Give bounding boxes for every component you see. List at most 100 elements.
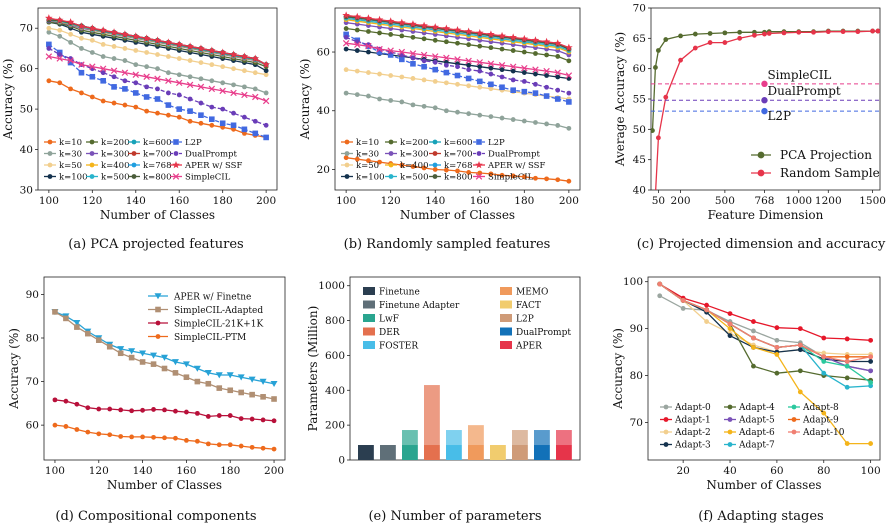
legend-label: LwF	[379, 315, 399, 325]
data-point	[176, 72, 182, 78]
y-tick-label: 70	[20, 23, 33, 35]
bar-top	[468, 425, 484, 446]
data-point	[52, 309, 58, 315]
legend-marker	[89, 139, 95, 145]
data-point	[477, 64, 483, 70]
data-point	[566, 125, 572, 131]
data-point	[532, 66, 539, 73]
data-point	[377, 159, 382, 165]
data-point	[216, 442, 222, 448]
data-point	[182, 361, 190, 368]
series-k-50	[46, 25, 269, 78]
data-point	[488, 45, 494, 51]
legend-marker	[388, 139, 394, 145]
data-point	[465, 75, 472, 82]
data-point	[388, 32, 394, 37]
data-point	[96, 431, 102, 437]
legend-item: DualPrompt	[500, 327, 571, 338]
data-point	[198, 112, 204, 118]
series-line	[659, 283, 871, 363]
data-point	[220, 124, 226, 130]
data-point	[89, 94, 95, 100]
data-point	[510, 173, 516, 179]
data-point	[194, 438, 200, 444]
chart-e-axes: 0 200 400 600 800 1000 Parameters (Million)	[306, 276, 581, 467]
legend-label: Adapt-8	[802, 403, 839, 413]
legend-item: k=100	[341, 173, 385, 183]
data-point	[488, 71, 494, 77]
legend-item: Adapt-10	[788, 428, 845, 438]
caption-c: (c) Projected dimension and accuracy	[637, 237, 886, 252]
legend-item: k=30	[44, 150, 82, 160]
bar-top	[402, 430, 418, 446]
legend-item: SimpleCIL-PTM	[148, 333, 246, 343]
data-point	[204, 370, 212, 377]
data-point	[343, 46, 349, 52]
data-point	[868, 383, 874, 389]
data-point	[366, 93, 371, 99]
data-point	[57, 52, 63, 57]
data-point	[432, 105, 438, 111]
data-point	[151, 434, 156, 440]
data-point	[133, 62, 139, 68]
data-point	[388, 98, 394, 103]
data-point	[121, 69, 129, 76]
data-point	[144, 50, 150, 55]
y-tick-label: 70	[26, 376, 39, 388]
legend-swatch	[500, 300, 512, 309]
data-point	[56, 55, 63, 62]
data-point	[443, 80, 449, 86]
data-point	[680, 306, 686, 311]
data-point	[164, 38, 173, 46]
legend-label: Adapt-6	[738, 428, 775, 438]
data-point	[868, 359, 874, 364]
legend-label: k=600	[143, 138, 172, 148]
data-point	[727, 311, 733, 316]
data-point	[343, 31, 349, 38]
y-tick-label: 60	[20, 63, 33, 75]
legend-label: k=400	[101, 161, 130, 171]
legend-label: Adapt-2	[674, 428, 711, 438]
data-point	[544, 84, 549, 90]
legend-marker	[663, 442, 669, 447]
legend-item: FOSTER	[363, 341, 418, 352]
legend-item: k=400	[385, 161, 429, 171]
legend-item: k=500	[385, 173, 429, 183]
data-point	[46, 41, 52, 48]
data-point	[432, 53, 439, 60]
legend-marker	[131, 174, 137, 179]
data-point	[692, 31, 698, 37]
data-point	[868, 380, 874, 385]
data-point	[544, 73, 549, 78]
data-point	[399, 74, 405, 80]
legend-item: k=100	[44, 173, 88, 183]
legend-label: DualPrompt	[488, 150, 540, 160]
data-point	[704, 307, 709, 313]
legend-marker	[791, 404, 797, 410]
bar	[358, 445, 374, 460]
data-point	[766, 31, 772, 36]
data-point	[79, 46, 84, 51]
bars	[358, 385, 572, 460]
legend-item: APER w/ SSF	[473, 161, 546, 171]
data-point	[811, 29, 816, 35]
data-point	[797, 368, 803, 374]
data-point	[387, 52, 394, 58]
data-point	[555, 177, 561, 183]
data-point	[521, 64, 528, 72]
data-point	[722, 30, 728, 36]
data-point	[117, 350, 124, 357]
data-point	[172, 370, 179, 376]
data-point	[343, 155, 349, 161]
data-point	[354, 27, 360, 33]
data-point	[215, 372, 223, 379]
chart-c-axes: 40 45 50 55 60 65 70 50 200 500 768 1000 1200 1500 Fea…	[613, 3, 886, 223]
data-point	[477, 68, 483, 74]
y-tick-label: 30	[20, 185, 33, 197]
data-point	[868, 354, 874, 360]
legend-marker	[172, 161, 180, 169]
data-point	[100, 98, 106, 104]
data-point	[510, 87, 516, 93]
data-point	[477, 43, 483, 49]
data-point	[171, 359, 179, 366]
